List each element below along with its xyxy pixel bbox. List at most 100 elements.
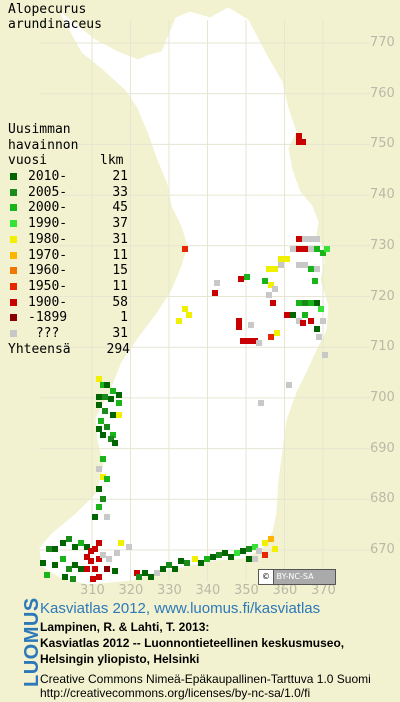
distribution-cell <box>184 560 190 566</box>
distribution-cell <box>88 548 94 554</box>
distribution-cell <box>102 394 108 400</box>
distribution-cell <box>166 562 172 568</box>
distribution-cell <box>100 432 106 438</box>
distribution-cell <box>72 562 78 568</box>
distribution-cell <box>252 556 258 562</box>
distribution-cell <box>296 246 302 252</box>
distribution-cell <box>308 236 314 242</box>
distribution-cell <box>320 250 326 256</box>
distribution-cell <box>66 536 72 542</box>
distribution-cell <box>228 554 234 560</box>
distribution-cell <box>92 514 98 520</box>
legend-swatch <box>10 220 17 228</box>
distribution-cell <box>108 436 114 442</box>
x-tick-label: 360 <box>272 583 298 598</box>
distribution-cell <box>302 300 308 306</box>
distribution-cell <box>116 400 122 406</box>
distribution-cell <box>308 246 314 252</box>
distribution-cell <box>252 544 258 550</box>
distribution-cell <box>182 306 188 312</box>
distribution-cell <box>278 262 284 268</box>
legend-row: 1970- 11 <box>8 248 128 264</box>
legend-row: 1980- 31 <box>8 232 128 248</box>
distribution-cell <box>96 486 102 492</box>
distribution-cell <box>104 424 110 430</box>
legend-swatch <box>10 235 17 243</box>
distribution-cell <box>176 318 182 324</box>
legend-swatch <box>10 282 17 290</box>
distribution-cell <box>96 426 102 432</box>
legend-row-label: ??? <box>28 325 60 341</box>
legend-row-count: 31 <box>112 325 128 341</box>
distribution-cell <box>96 574 102 580</box>
legend-row-count: 11 <box>112 278 128 294</box>
y-tick-label: 720 <box>370 288 395 304</box>
legend-row: 2010- 21 <box>8 169 128 185</box>
distribution-cell <box>100 552 106 558</box>
distribution-cell <box>88 558 94 564</box>
distribution-cell <box>262 552 268 558</box>
legend-swatch <box>10 173 17 181</box>
distribution-cell <box>116 392 122 398</box>
y-tick-label: 740 <box>370 187 395 203</box>
species-epithet: arundinaceus <box>8 17 102 32</box>
distribution-cell <box>52 562 58 568</box>
distribution-cell <box>270 300 276 306</box>
distribution-cell <box>96 556 102 562</box>
license-url: http://creativecommons.org/licenses/by-n… <box>40 686 311 700</box>
distribution-cell <box>104 566 110 572</box>
distribution-cell <box>296 133 302 139</box>
legend-col-year: vuosi <box>8 153 48 169</box>
distribution-cell <box>104 476 110 482</box>
legend-row: 2000- 45 <box>8 200 128 216</box>
citation-line: Kasviatlas 2012 -- Luonnontieteellinen k… <box>40 636 345 650</box>
legend-total-count: 294 <box>106 341 130 357</box>
distribution-cell <box>212 290 218 296</box>
distribution-cell <box>40 560 46 566</box>
legend-row-count: 21 <box>112 169 128 185</box>
distribution-cell <box>70 576 76 582</box>
distribution-cell <box>322 352 328 358</box>
distribution-cell <box>110 388 116 394</box>
distribution-cell <box>314 326 320 332</box>
distribution-cell <box>118 540 124 546</box>
distribution-cell <box>268 334 274 340</box>
y-tick-label: 730 <box>370 237 395 253</box>
distribution-cell <box>216 552 222 558</box>
distribution-cell <box>262 278 268 284</box>
legend-row: 1990- 37 <box>8 216 128 232</box>
legend-swatch <box>10 188 17 196</box>
legend-row-label: 1950- <box>28 278 68 294</box>
distribution-cell <box>268 536 274 542</box>
distribution-cell <box>272 286 278 292</box>
legend-row-label: 2010- <box>28 169 68 185</box>
distribution-cell <box>240 548 246 554</box>
distribution-cell <box>90 576 96 582</box>
distribution-cell <box>114 550 120 556</box>
legend-row: 1960- 15 <box>8 263 128 279</box>
distribution-cell <box>278 256 284 262</box>
distribution-cell <box>126 544 132 550</box>
distribution-cell <box>98 418 104 424</box>
legend-col-count: lkm <box>100 153 124 169</box>
distribution-cell <box>78 566 84 572</box>
citation-line: Lampinen, R. & Lahti, T. 2013: <box>40 620 210 634</box>
legend-row: 1900- 58 <box>8 295 128 311</box>
distribution-cell <box>272 266 278 272</box>
distribution-cell <box>244 274 250 280</box>
distribution-cell <box>186 312 192 318</box>
distribution-cell <box>214 280 220 286</box>
distribution-cell <box>210 554 216 560</box>
distribution-cell <box>240 338 246 344</box>
legend-swatch <box>10 298 17 306</box>
x-tick-label: 310 <box>80 583 105 598</box>
species-genus: Alopecurus <box>8 2 87 17</box>
distribution-cell <box>110 432 116 438</box>
legend-row-label: 2005- <box>28 184 68 200</box>
distribution-cell <box>172 566 178 572</box>
distribution-cell <box>302 236 308 242</box>
distribution-cell <box>136 574 142 580</box>
distribution-cell <box>308 300 314 306</box>
distribution-cell <box>308 266 314 272</box>
